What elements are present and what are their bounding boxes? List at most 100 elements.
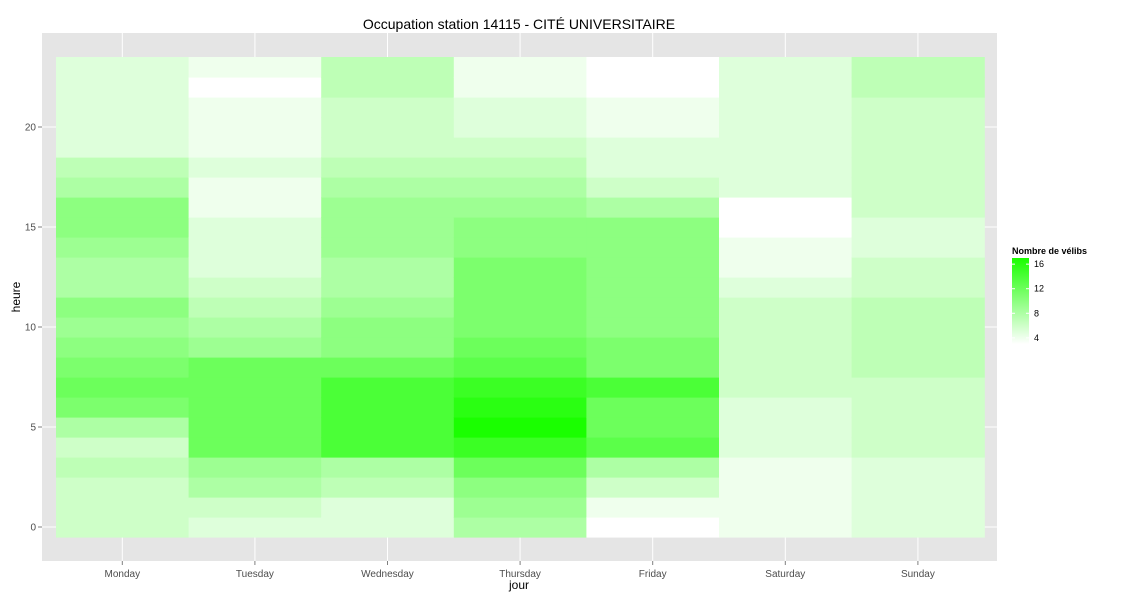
heatmap-cell [188,377,322,398]
heatmap-cell [321,497,455,518]
heatmap-cell [321,337,455,358]
heatmap-cell [453,157,587,178]
heatmap-cell [586,397,720,418]
heatmap-cell [188,337,322,358]
heatmap-cell [719,97,853,118]
heatmap-cell [453,437,587,458]
heatmap-cell [453,517,587,538]
heatmap-cell [851,497,985,518]
heatmap-cell [188,497,322,518]
heatmap-cell [321,417,455,438]
heatmap-cell [453,497,587,518]
heatmap-cell [851,317,985,338]
heatmap-cell [719,57,853,78]
heatmap-cell [453,417,587,438]
heatmap-cell [56,237,190,258]
y-tick-label: 10 [25,323,37,334]
heatmap-cell [586,417,720,438]
heatmap-cell [586,77,720,98]
heatmap-cell [188,217,322,238]
heatmap-cell [851,177,985,198]
heatmap-cell [321,257,455,278]
y-tick-label: 15 [25,223,37,234]
x-axis-title: jour [508,578,529,592]
heatmap-cell [453,477,587,498]
heatmap-cell [586,357,720,378]
heatmap-cell [851,337,985,358]
heatmap-cell [851,197,985,218]
heatmap-cell [56,337,190,358]
heatmap-cell [719,417,853,438]
heatmap-cell [586,217,720,238]
heatmap-cell [56,397,190,418]
heatmap-cell [851,357,985,378]
heatmap-cell [453,137,587,158]
heatmap-cell [851,417,985,438]
heatmap-cell [719,337,853,358]
heatmap-cell [851,517,985,538]
heatmap-cell [188,297,322,318]
heatmap-cell [851,257,985,278]
heatmap-cell [719,157,853,178]
heatmap-cell [321,277,455,298]
heatmap-cell [719,217,853,238]
y-axis-title: heure [9,281,23,312]
heatmap-cell [719,297,853,318]
heatmap-cell [586,277,720,298]
heatmap-cells [56,57,985,538]
heatmap-cell [586,457,720,478]
heatmap-cell [453,317,587,338]
heatmap-cell [188,117,322,138]
heatmap-cell [321,357,455,378]
heatmap-cell [56,317,190,338]
heatmap-cell [321,157,455,178]
heatmap-cell [56,517,190,538]
heatmap-cell [586,177,720,198]
heatmap-cell [453,457,587,478]
heatmap-cell [56,277,190,298]
x-tick-label: Tuesday [236,569,274,580]
heatmap-cell [851,477,985,498]
x-tick-label: Saturday [765,569,805,580]
heatmap-cell [851,217,985,238]
heatmap-cell [188,237,322,258]
legend-title: Nombre de vélibs [1012,246,1087,256]
heatmap-cell [56,297,190,318]
heatmap-cell [321,177,455,198]
heatmap-cell [56,137,190,158]
x-tick-label: Sunday [901,569,935,580]
heatmap-cell [851,277,985,298]
heatmap-cell [453,237,587,258]
heatmap-cell [56,357,190,378]
x-tick-label: Friday [639,569,667,580]
heatmap-cell [851,137,985,158]
heatmap-cell [321,57,455,78]
heatmap-cell [188,277,322,298]
heatmap-cell [586,437,720,458]
heatmap-cell [56,197,190,218]
heatmap-cell [719,277,853,298]
legend-tick-label: 4 [1034,333,1039,343]
heatmap-cell [586,337,720,358]
heatmap-cell [321,197,455,218]
heatmap-cell [851,117,985,138]
legend-color-bar [1012,258,1029,344]
heatmap-cell [56,457,190,478]
heatmap-cell [851,437,985,458]
heatmap-cell [56,177,190,198]
heatmap-cell [321,477,455,498]
heatmap-cell [321,457,455,478]
heatmap-cell [453,257,587,278]
heatmap-cell [586,197,720,218]
heatmap-cell [188,417,322,438]
heatmap-cell [188,317,322,338]
heatmap-cell [586,297,720,318]
heatmap-cell [321,397,455,418]
heatmap-cell [321,237,455,258]
heatmap-cell [453,97,587,118]
y-tick-label: 20 [25,123,37,134]
heatmap-cell [586,377,720,398]
heatmap-cell [586,317,720,338]
heatmap-cell [586,237,720,258]
